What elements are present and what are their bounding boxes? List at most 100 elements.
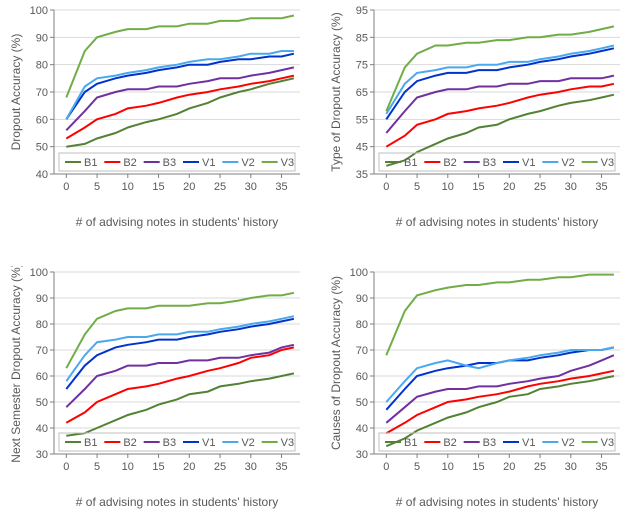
chart-panel-botright: 3040506070809010005101520253035B1B2B3V1V… [326,266,626,512]
chart-panel-botleft: 30 40 50 60 70 80 90 100 0 5 10 15 20 25 30 35 B1 B2 B3 V1 V… [6,266,306,512]
chart-panel-topleft: 40 50 60 70 80 90 100 0 5 10 15 20 25 30 35 B1 B2 B3 V1 V2 V… [6,4,306,232]
legend-label-B2: B2 [443,437,456,449]
y-tick-label: 70 [36,345,48,357]
y-tick-label: 40 [356,423,368,435]
y-tick-label: 35 [356,169,368,181]
y-tick-label: 90 [36,293,48,305]
x-tick-label: 15 [152,461,164,473]
y-tick-label: 80 [36,60,48,72]
x-tick-label: 10 [122,181,134,193]
y-tick-label: 50 [356,397,368,409]
x-tick-label: 30 [245,461,257,473]
series-V1 [386,48,614,119]
x-axis-title: # of advising notes in students' history [396,215,598,229]
x-tick-label: 15 [152,181,164,193]
x-tick-label: 0 [63,181,69,193]
x-tick-label: 10 [122,461,134,473]
y-tick-label: 70 [356,345,368,357]
legend-label-V1: V1 [522,437,535,449]
legend-label-B3: B3 [483,437,496,449]
y-tick-label: 85 [356,32,368,44]
legend-label-V3: V3 [281,437,294,449]
x-tick-label: 35 [275,461,287,473]
y-tick-label: 100 [30,5,48,17]
legend-label-B1: B1 [84,157,97,169]
legend-label-B2: B2 [123,157,136,169]
y-tick-label: 60 [36,114,48,126]
legend-label-V2: V2 [241,437,254,449]
y-tick-label: 40 [36,423,48,435]
legend-label-B1: B1 [404,437,417,449]
y-axis-title: Type of Dropout Accuracy (%) [329,12,343,171]
x-axis-title: # of advising notes in students' history [76,215,278,229]
x-tick-label: 0 [63,461,69,473]
x-tick-label: 5 [414,461,420,473]
legend-label-V3: V3 [281,157,294,169]
x-tick-label: 25 [214,461,226,473]
chart-panel-topright: 3545556575859505101520253035B1B2B3V1V2V3… [326,4,626,232]
legend-label-V3: V3 [601,437,614,449]
y-tick-label: 65 [356,87,368,99]
legend-label-B1: B1 [84,437,97,449]
legend-label-B3: B3 [163,437,176,449]
y-tick-label: 95 [356,5,368,17]
x-tick-label: 30 [565,461,577,473]
y-tick-label: 75 [356,60,368,72]
x-tick-label: 15 [472,181,484,193]
x-tick-label: 20 [503,181,515,193]
legend-label-B1: B1 [404,157,417,169]
x-tick-label: 35 [595,461,607,473]
x-tick-label: 25 [534,181,546,193]
x-tick-label: 10 [442,181,454,193]
y-tick-label: 55 [356,114,368,126]
x-tick-label: 0 [383,461,389,473]
legend-label-V3: V3 [601,157,614,169]
x-axis-title: # of advising notes in students' history [76,495,278,509]
y-axis-title: Next Semester Dropout Accuracy (%) [9,266,23,463]
x-tick-label: 30 [565,181,577,193]
legend-label-B3: B3 [483,157,496,169]
series-B2 [66,347,294,422]
y-tick-label: 30 [356,449,368,461]
series-B1 [66,78,294,146]
y-tick-label: 70 [36,87,48,99]
x-tick-label: 25 [214,181,226,193]
y-tick-label: 50 [36,142,48,154]
x-axis-title: # of advising notes in students' history [396,495,598,509]
legend-label-B3: B3 [163,157,176,169]
y-tick-label: 100 [350,267,368,279]
x-tick-label: 20 [183,181,195,193]
y-tick-label: 40 [36,169,48,181]
series-B2 [386,84,614,147]
x-tick-label: 0 [383,181,389,193]
series-B1 [66,373,294,435]
y-tick-label: 80 [36,319,48,331]
legend-label-V1: V1 [522,157,535,169]
x-tick-label: 20 [183,461,195,473]
y-tick-label: 100 [30,267,48,279]
legend-label-V1: V1 [202,157,215,169]
x-tick-label: 35 [275,181,287,193]
y-tick-label: 50 [36,397,48,409]
y-tick-label: 45 [356,142,368,154]
x-tick-label: 5 [414,181,420,193]
y-axis-title: Dropout Accuracy (%) [9,34,23,151]
legend-label-V2: V2 [561,157,574,169]
legend-label-V2: V2 [241,157,254,169]
y-tick-label: 90 [36,32,48,44]
x-tick-label: 5 [94,461,100,473]
series-V3 [386,275,614,356]
x-tick-label: 5 [94,181,100,193]
x-tick-label: 35 [595,181,607,193]
legend-label-V1: V1 [202,437,215,449]
x-tick-label: 30 [245,181,257,193]
x-tick-label: 10 [442,461,454,473]
y-tick-label: 80 [356,319,368,331]
y-tick-label: 60 [36,371,48,383]
y-tick-label: 30 [36,449,48,461]
legend-label-V2: V2 [561,437,574,449]
x-tick-label: 20 [503,461,515,473]
y-tick-label: 60 [356,371,368,383]
legend-label-B2: B2 [123,437,136,449]
x-tick-label: 25 [534,461,546,473]
